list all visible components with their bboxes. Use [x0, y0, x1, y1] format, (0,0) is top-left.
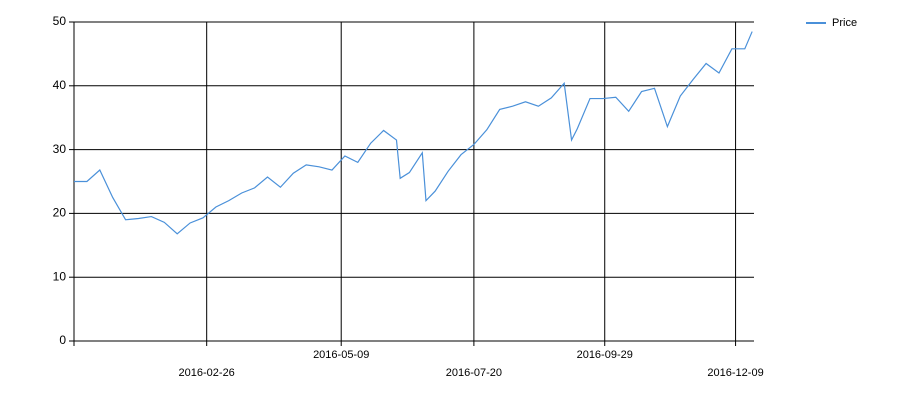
y-tick-label: 20 — [53, 206, 67, 220]
y-tick-label: 40 — [53, 78, 67, 92]
x-tick-label: 2016-05-09 — [313, 349, 369, 361]
y-tick-label: 30 — [53, 142, 67, 156]
y-tick-label: 0 — [59, 333, 66, 347]
y-tick-label: 10 — [53, 269, 67, 283]
legend-label: Price — [832, 17, 857, 29]
x-tick-label: 2016-09-29 — [577, 349, 633, 361]
x-tick-label: 2016-07-20 — [446, 367, 502, 379]
price-line — [74, 31, 753, 235]
x-tick-label: 2016-12-09 — [707, 367, 763, 379]
x-tick-label: 2016-02-26 — [179, 367, 235, 379]
y-tick-label: 50 — [53, 14, 67, 28]
